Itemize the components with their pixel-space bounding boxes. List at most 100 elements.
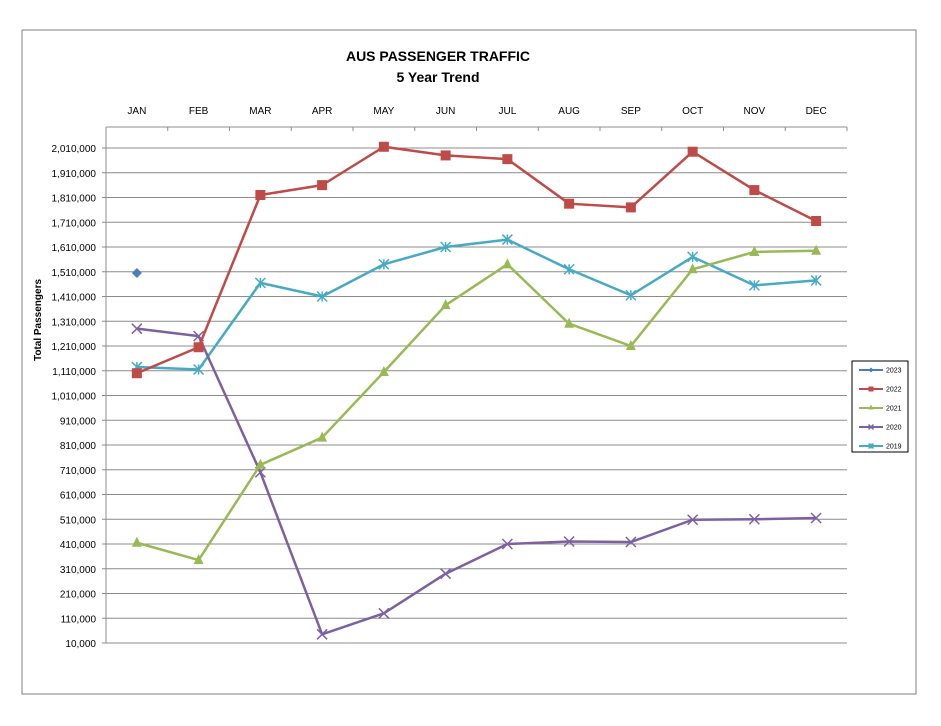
series-2021-point: [811, 244, 822, 255]
series-2022-point: [193, 342, 204, 353]
marker-stroke: [810, 512, 822, 524]
x-tick-label: MAR: [249, 106, 271, 117]
x-tick-label: NOV: [744, 106, 766, 117]
y-tick-label: 310,000: [60, 565, 97, 576]
legend-label: 2020: [886, 425, 902, 432]
marker-stroke: [625, 536, 637, 548]
x-tick-label: OCT: [682, 106, 703, 117]
marker-stroke: [563, 535, 575, 548]
marker-stroke: [254, 466, 266, 478]
x-tick-label: DEC: [806, 106, 827, 117]
series-2019-line: [136, 238, 817, 371]
x-tick-label: FEB: [189, 106, 209, 117]
series-2021-point: [193, 554, 204, 565]
series-2021-point: [317, 431, 328, 442]
series-2021: [131, 244, 822, 565]
legend-label: 2021: [886, 406, 902, 413]
y-tick-label: 1,410,000: [52, 293, 97, 304]
series-2022: [131, 141, 822, 379]
x-tick-label: JAN: [127, 106, 146, 117]
x-axis-labels: JAN FEB MAR APR MAY JUN JUL AUG SEP OCT NOV DEC: [127, 106, 826, 117]
series-2021-point: [378, 365, 389, 376]
series-2019-point: [810, 274, 822, 286]
legend-label: 2019: [886, 444, 902, 451]
marker-stroke: [687, 514, 699, 526]
series-2019-point: [193, 363, 205, 376]
series-2020-line: [136, 327, 817, 636]
x-tick-label: JUN: [436, 106, 455, 117]
series-2022-point: [131, 368, 142, 379]
series-2022-point: [625, 202, 636, 213]
series-2019-point: [254, 277, 266, 289]
chart-subtitle: 5 Year Trend: [396, 69, 479, 85]
marker-stroke: [193, 330, 205, 342]
legend-item-2022: 2022: [859, 386, 902, 394]
series-2021-point: [131, 536, 142, 547]
x-tick-label: SEP: [621, 106, 641, 117]
series-2019-point: [316, 290, 328, 303]
legend-marker: [867, 442, 875, 450]
y-tick-label: 910,000: [60, 416, 97, 427]
y-tick-label: 510,000: [60, 515, 97, 526]
series-2019-point: [625, 289, 637, 301]
series-2020-point: [440, 568, 452, 580]
chart-border: [21, 29, 917, 695]
series-2021-point: [625, 340, 636, 350]
axes: [102, 126, 848, 644]
series-2020-point: [131, 323, 143, 335]
series-2020-point: [748, 513, 760, 525]
series-2021-point: [440, 299, 451, 310]
series-2022-point: [440, 150, 451, 161]
legend-item-2020: 2020: [859, 423, 902, 432]
gridlines: [106, 147, 847, 644]
series-2019-point: [501, 234, 513, 246]
x-tick-label: AUG: [558, 106, 580, 117]
series-group: [131, 141, 822, 640]
series-2020-point: [563, 535, 575, 548]
y-tick-label: 1,610,000: [52, 243, 97, 254]
y-tick-label: 1,910,000: [52, 169, 97, 180]
y-tick-label: 1,810,000: [52, 194, 97, 205]
series-2019-point: [687, 251, 699, 263]
y-tick-label: 1,110,000: [52, 367, 96, 378]
legend-label: 2023: [886, 368, 902, 375]
y-tick-label: 810,000: [60, 441, 97, 452]
series-2019-point: [440, 241, 452, 253]
x-tick-label: APR: [312, 106, 333, 117]
marker-stroke: [748, 513, 760, 525]
series-2022-point: [255, 190, 266, 201]
y-tick-label: 1,010,000: [52, 392, 97, 403]
series-2020-point: [501, 538, 513, 550]
series-2020-point: [378, 607, 390, 619]
legend-marker: [868, 386, 874, 392]
series-2021-point: [255, 458, 266, 469]
y-tick-label: 1,310,000: [52, 317, 97, 328]
series-2020-point: [625, 536, 637, 548]
series-2019-point: [748, 279, 760, 291]
y-tick-label: 710,000: [60, 466, 97, 477]
chart-title: AUS PASSENGER TRAFFIC: [346, 48, 530, 64]
series-2019-point: [378, 258, 390, 270]
series-2023-point: [131, 267, 142, 278]
marker-stroke: [867, 423, 875, 431]
series-2020-point: [687, 514, 699, 526]
y-axis-labels: 10,000 110,000 210,000 310,000 410,000 510,00…: [52, 144, 97, 650]
series-2022-point: [378, 141, 389, 152]
x-tick-label: JUL: [498, 106, 516, 117]
legend-item-2021: 2021: [859, 404, 902, 413]
legend-marker: [868, 367, 874, 373]
series-2020-point: [810, 512, 822, 524]
legend-marker: [868, 404, 874, 410]
series-2022-point: [687, 146, 698, 157]
marker-stroke: [440, 568, 452, 580]
marker-stroke: [316, 628, 328, 640]
marker-stroke: [131, 323, 143, 335]
series-2020: [131, 323, 822, 640]
y-tick-label: 210,000: [60, 590, 97, 601]
series-2021-line: [136, 249, 817, 562]
y-tick-label: 1,510,000: [52, 268, 97, 279]
series-2021-point: [687, 263, 698, 274]
y-tick-label: 110,000: [61, 614, 97, 625]
marker-stroke: [501, 538, 513, 550]
